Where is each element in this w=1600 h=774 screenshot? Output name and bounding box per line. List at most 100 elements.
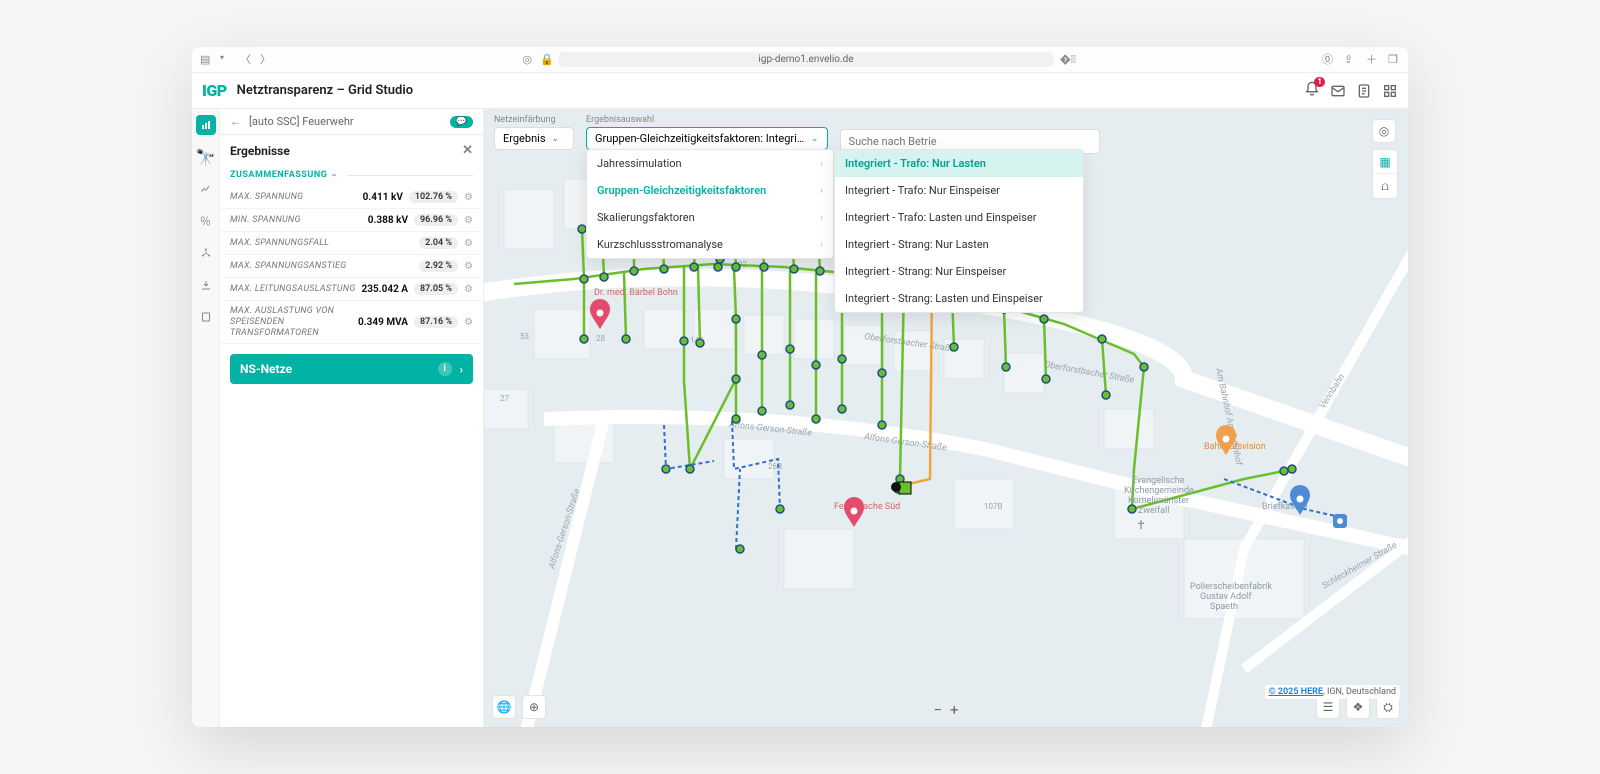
submenu-item[interactable]: Integriert - Strang: Lasten und Einspeis… <box>835 285 1083 312</box>
metric-row: MAX. LEITUNGSAUSLASTUNG235.042 A87.05 %⚙ <box>220 278 483 301</box>
chevron-right-icon: › <box>460 363 463 376</box>
breadcrumb-chip[interactable]: 💬 <box>450 116 473 128</box>
map-controls-bottom-left: 🌐 ⊕ <box>492 695 546 719</box>
plus-icon[interactable]: ＋ <box>1366 54 1378 66</box>
netz-label: Netzeinfärbung <box>494 115 574 125</box>
rail-results[interactable] <box>196 115 216 135</box>
menu-item[interactable]: Kurzschlussstromanalyse› <box>587 231 833 258</box>
netz-value: Ergebnis <box>503 132 546 145</box>
svg-text:Evangelische: Evangelische <box>1132 476 1185 486</box>
submenu-item[interactable]: Integriert - Strang: Nur Einspeiser <box>835 258 1083 285</box>
metric-label: MAX. SPANNUNGSFALL <box>230 238 419 249</box>
tabs-icon[interactable]: ❐ <box>1388 54 1400 66</box>
mail-icon[interactable] <box>1330 83 1346 99</box>
gear-icon[interactable]: ⚙ <box>464 261 473 272</box>
rail-binoculars[interactable]: 🔭 <box>196 147 216 167</box>
gear-icon[interactable]: ⚙ <box>464 192 473 203</box>
netz-select[interactable]: Ergebnis ⌄ <box>494 127 574 150</box>
menu-item[interactable]: Jahressimulation› <box>587 150 833 177</box>
metric-pct: 96.96 % <box>414 214 458 226</box>
back-button[interactable]: ← <box>230 115 241 128</box>
map-top-controls: Netzeinfärbung Ergebnis ⌄ Ergebnisauswah… <box>484 115 1408 154</box>
gear-icon[interactable]: ⚙ <box>464 284 473 295</box>
apps-icon[interactable] <box>1382 83 1398 99</box>
metric-pct: 2.04 % <box>419 237 458 249</box>
menu-item[interactable]: Skalierungsfaktoren› <box>587 204 833 231</box>
svg-text:Zweifall: Zweifall <box>1138 506 1169 516</box>
zoom-out-button[interactable]: − <box>933 701 942 719</box>
gear-icon[interactable]: ⚙ <box>464 238 473 249</box>
download-icon[interactable]: ⓪ <box>1322 54 1334 66</box>
metric-row: MAX. SPANNUNGSANSTIEG2.92 %⚙ <box>220 255 483 278</box>
doc-icon[interactable] <box>1356 83 1372 99</box>
mode-map-button[interactable]: ▦ <box>1373 150 1397 174</box>
gear-icon[interactable]: ⚙ <box>464 317 473 328</box>
rail-report[interactable] <box>196 307 216 327</box>
svg-text:Kornelimünster: Kornelimünster <box>1128 496 1189 506</box>
svg-text:27: 27 <box>500 394 509 403</box>
metric-label: MAX. SPANNUNGSANSTIEG <box>230 261 419 272</box>
left-rail: 🔭 ％ <box>192 109 220 727</box>
metric-value: 0.411 kV <box>363 192 403 203</box>
network-icon <box>200 247 212 259</box>
breadcrumb: ← [auto SSC] Feuerwehr 💬 <box>220 109 483 135</box>
zoom-in-button[interactable]: + <box>950 701 959 719</box>
breadcrumb-name: [auto SSC] Feuerwehr <box>249 115 354 128</box>
sidebar-toggle-icon[interactable]: ▤ <box>200 54 212 66</box>
panel-title: Ergebnisse <box>230 144 290 158</box>
submenu-item[interactable]: Integriert - Trafo: Nur Lasten <box>835 150 1083 177</box>
binoculars-icon: 🔭 <box>196 148 216 167</box>
rail-download[interactable] <box>196 275 216 295</box>
share-icon[interactable]: ⇪ <box>1344 54 1356 66</box>
globe-button[interactable]: 🌐 <box>492 695 516 719</box>
rail-percent[interactable]: ％ <box>196 211 216 231</box>
metric-pct: 87.16 % <box>414 316 458 328</box>
ns-netze-button[interactable]: NS-Netze i › <box>230 354 473 384</box>
metric-label: MAX. AUSLASTUNG VON SPEISENDEN TRANSFORM… <box>230 306 358 338</box>
target-button[interactable]: ⊕ <box>522 695 546 719</box>
report-icon <box>200 311 212 323</box>
attrib-link[interactable]: © 2025 HERE <box>1269 687 1323 697</box>
mode-network-button[interactable]: ⩍ <box>1373 174 1397 198</box>
metrics-list: MAX. SPANNUNG0.411 kV102.76 %⚙MIN. SPANN… <box>220 186 483 344</box>
submenu-item[interactable]: Integriert - Trafo: Lasten und Einspeise… <box>835 204 1083 231</box>
erg-dropdown-submenu: Integriert - Trafo: Nur LastenIntegriert… <box>834 149 1084 313</box>
locate-button[interactable]: ◎ <box>1372 119 1396 143</box>
collapse-icon[interactable]: – <box>331 171 337 180</box>
svg-text:Gustav Adolf: Gustav Adolf <box>1200 592 1252 602</box>
svg-text:Bahnhofsvision: Bahnhofsvision <box>1204 442 1266 452</box>
menu-item[interactable]: Gruppen-Gleichzeitigkeitsfaktoren› <box>587 177 833 204</box>
erg-select[interactable]: Gruppen-Gleichzeitigkeitsfaktoren: Integ… <box>586 127 828 150</box>
shield-icon: ◎ <box>522 54 534 66</box>
svg-text:✝: ✝ <box>1136 518 1146 532</box>
back-icon[interactable]: 〈 <box>240 54 252 66</box>
rail-network[interactable] <box>196 243 216 263</box>
notifications-button[interactable]: 1 <box>1304 81 1320 101</box>
submenu-item[interactable]: Integriert - Strang: Nur Lasten <box>835 231 1083 258</box>
browser-nav: ▤ ▾ 〈 〉 <box>200 54 272 66</box>
metric-value: 0.388 kV <box>368 215 408 226</box>
submenu-item[interactable]: Integriert - Trafo: Nur Einspeiser <box>835 177 1083 204</box>
zoom-controls: − + <box>933 701 958 719</box>
results-panel: ← [auto SSC] Feuerwehr 💬 Ergebnisse ✕ ZU… <box>220 109 484 727</box>
address-bar[interactable]: igp-demo1.envelio.de <box>558 52 1053 67</box>
forward-icon[interactable]: 〉 <box>260 54 272 66</box>
chevron-down-icon[interactable]: ▾ <box>220 54 232 66</box>
metric-value: 235.042 A <box>361 284 408 295</box>
address-bar-wrap: ◎ 🔒 igp-demo1.envelio.de �⃣ <box>280 52 1314 67</box>
metric-pct: 87.05 % <box>414 283 458 295</box>
rail-chart[interactable] <box>196 179 216 199</box>
app-window: ▤ ▾ 〈 〉 ◎ 🔒 igp-demo1.envelio.de �⃣ ⓪ ⇪ … <box>192 47 1408 727</box>
metric-label: MIN. SPANNUNG <box>230 215 368 226</box>
erg-value: Gruppen-Gleichzeitigkeitsfaktoren: Integ… <box>595 132 805 145</box>
app-logo: IGP <box>202 81 227 100</box>
metric-value: 0.349 MVA <box>358 317 408 328</box>
close-panel-button[interactable]: ✕ <box>462 143 473 158</box>
map-area[interactable]: Oberforstbacher StraßeOberforstbacher St… <box>484 109 1408 727</box>
chevron-down-icon: ⌄ <box>811 134 819 144</box>
info-icon: i <box>438 362 452 376</box>
svg-text:Kirchengemeinde: Kirchengemeinde <box>1124 486 1194 496</box>
chevron-down-icon: ⌄ <box>552 134 560 144</box>
reader-icon[interactable]: �⃣ <box>1060 54 1072 66</box>
gear-icon[interactable]: ⚙ <box>464 215 473 226</box>
